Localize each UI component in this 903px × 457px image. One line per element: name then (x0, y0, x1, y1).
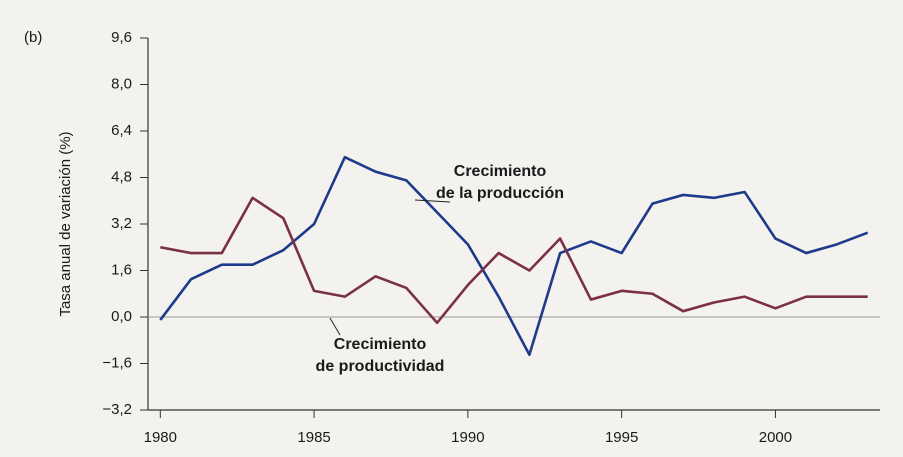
y-tick-label: −3,2 (102, 401, 132, 418)
panel-label: (b) (24, 29, 42, 46)
series-line (160, 196, 868, 325)
y-tick-label: −1,6 (102, 354, 132, 371)
leader-line (329, 317, 341, 336)
series-label: Crecimiento de productividad (316, 336, 445, 375)
y-axis-label: Tasa anual de variación (%) (57, 131, 74, 316)
x-tick-label: 1995 (605, 429, 638, 446)
series-line (159, 155, 869, 357)
y-tick-label: 9,6 (111, 29, 132, 46)
y-tick-label: 4,8 (111, 168, 132, 185)
y-tick-label: 1,6 (111, 261, 132, 278)
series-label: Crecimiento de la producción (436, 163, 564, 202)
x-tick-label: 1980 (144, 429, 177, 446)
leader-line (414, 199, 451, 203)
y-tick-label: 0,0 (111, 308, 132, 325)
y-tick-label: 3,2 (111, 215, 132, 232)
x-tick-label: 1985 (297, 429, 330, 446)
y-tick-label: 8,0 (111, 75, 132, 92)
y-tick-label: 6,4 (111, 122, 132, 139)
x-tick-label: 1990 (451, 429, 484, 446)
x-tick-label: 2000 (759, 429, 792, 446)
